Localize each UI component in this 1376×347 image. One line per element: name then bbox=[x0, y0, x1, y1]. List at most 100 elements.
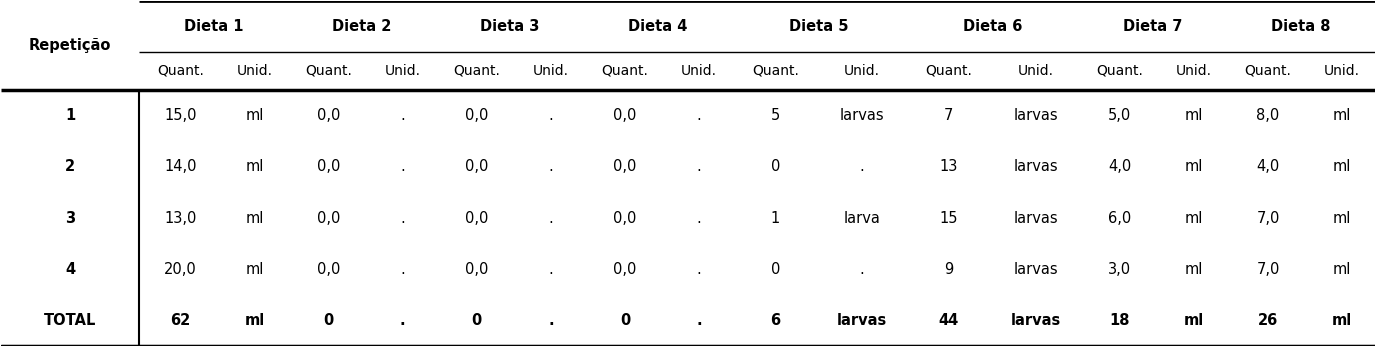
Text: 3: 3 bbox=[65, 211, 76, 226]
Text: 0,0: 0,0 bbox=[465, 262, 488, 277]
Text: Unid.: Unid. bbox=[533, 64, 568, 78]
Text: .: . bbox=[400, 159, 405, 175]
Text: 26: 26 bbox=[1258, 313, 1278, 328]
Text: larvas: larvas bbox=[1010, 313, 1061, 328]
Text: 0,0: 0,0 bbox=[316, 108, 340, 123]
Text: Unid.: Unid. bbox=[385, 64, 421, 78]
Text: 0,0: 0,0 bbox=[614, 159, 637, 175]
Text: .: . bbox=[400, 262, 405, 277]
Text: ml: ml bbox=[1332, 313, 1353, 328]
Text: 15,0: 15,0 bbox=[164, 108, 197, 123]
Text: 0,0: 0,0 bbox=[316, 159, 340, 175]
Text: .: . bbox=[548, 313, 553, 328]
Text: Quant.: Quant. bbox=[601, 64, 648, 78]
Text: ml: ml bbox=[1333, 211, 1351, 226]
Text: Quant.: Quant. bbox=[926, 64, 973, 78]
Text: .: . bbox=[549, 159, 553, 175]
Text: 7: 7 bbox=[944, 108, 954, 123]
Text: 13,0: 13,0 bbox=[164, 211, 197, 226]
Text: larva: larva bbox=[843, 211, 881, 226]
Text: Unid.: Unid. bbox=[1018, 64, 1054, 78]
Text: 0,0: 0,0 bbox=[614, 108, 637, 123]
Text: .: . bbox=[860, 262, 864, 277]
Text: 2: 2 bbox=[65, 159, 76, 175]
Text: larvas: larvas bbox=[1013, 262, 1058, 277]
Text: TOTAL: TOTAL bbox=[44, 313, 96, 328]
Text: ml: ml bbox=[1333, 108, 1351, 123]
Text: ml: ml bbox=[245, 159, 264, 175]
Text: 14,0: 14,0 bbox=[164, 159, 197, 175]
Text: ml: ml bbox=[245, 262, 264, 277]
Text: 4,0: 4,0 bbox=[1108, 159, 1131, 175]
Text: 44: 44 bbox=[938, 313, 959, 328]
Text: ml: ml bbox=[1333, 262, 1351, 277]
Text: larvas: larvas bbox=[1013, 211, 1058, 226]
Text: 8,0: 8,0 bbox=[1256, 108, 1280, 123]
Text: 0,0: 0,0 bbox=[465, 108, 488, 123]
Text: .: . bbox=[549, 211, 553, 226]
Text: 3,0: 3,0 bbox=[1109, 262, 1131, 277]
Text: 0,0: 0,0 bbox=[316, 211, 340, 226]
Text: Unid.: Unid. bbox=[681, 64, 717, 78]
Text: Quant.: Quant. bbox=[753, 64, 799, 78]
Text: 0,0: 0,0 bbox=[465, 159, 488, 175]
Text: 7,0: 7,0 bbox=[1256, 211, 1280, 226]
Text: .: . bbox=[400, 108, 405, 123]
Text: 1: 1 bbox=[771, 211, 780, 226]
Text: larvas: larvas bbox=[839, 108, 885, 123]
Text: .: . bbox=[400, 211, 405, 226]
Text: ml: ml bbox=[1185, 159, 1203, 175]
Text: Unid.: Unid. bbox=[845, 64, 881, 78]
Text: larvas: larvas bbox=[837, 313, 888, 328]
Text: 0: 0 bbox=[771, 159, 780, 175]
Text: Dieta 3: Dieta 3 bbox=[480, 19, 539, 34]
Text: Quant.: Quant. bbox=[305, 64, 352, 78]
Text: Dieta 6: Dieta 6 bbox=[963, 19, 1022, 34]
Text: .: . bbox=[549, 262, 553, 277]
Text: Quant.: Quant. bbox=[453, 64, 501, 78]
Text: 0: 0 bbox=[619, 313, 630, 328]
Text: larvas: larvas bbox=[1013, 159, 1058, 175]
Text: 0,0: 0,0 bbox=[614, 262, 637, 277]
Text: 6,0: 6,0 bbox=[1108, 211, 1131, 226]
Text: ml: ml bbox=[1185, 262, 1203, 277]
Text: 62: 62 bbox=[171, 313, 190, 328]
Text: Dieta 4: Dieta 4 bbox=[629, 19, 688, 34]
Text: ml: ml bbox=[1185, 108, 1203, 123]
Text: ml: ml bbox=[245, 211, 264, 226]
Text: ml: ml bbox=[245, 313, 264, 328]
Text: .: . bbox=[696, 159, 702, 175]
Text: .: . bbox=[696, 211, 702, 226]
Text: larvas: larvas bbox=[1013, 108, 1058, 123]
Text: Unid.: Unid. bbox=[1324, 64, 1361, 78]
Text: 0,0: 0,0 bbox=[316, 262, 340, 277]
Text: 20,0: 20,0 bbox=[164, 262, 197, 277]
Text: ml: ml bbox=[1185, 211, 1203, 226]
Text: Quant.: Quant. bbox=[1245, 64, 1292, 78]
Text: Dieta 2: Dieta 2 bbox=[332, 19, 391, 34]
Text: .: . bbox=[549, 108, 553, 123]
Text: Unid.: Unid. bbox=[237, 64, 272, 78]
Text: 15: 15 bbox=[940, 211, 958, 226]
Text: .: . bbox=[860, 159, 864, 175]
Text: Dieta 7: Dieta 7 bbox=[1123, 19, 1183, 34]
Text: Repetição: Repetição bbox=[29, 38, 111, 53]
Text: 4,0: 4,0 bbox=[1256, 159, 1280, 175]
Text: Unid.: Unid. bbox=[1176, 64, 1212, 78]
Text: 1: 1 bbox=[65, 108, 76, 123]
Text: 6: 6 bbox=[771, 313, 780, 328]
Text: 18: 18 bbox=[1109, 313, 1130, 328]
Text: 0,0: 0,0 bbox=[465, 211, 488, 226]
Text: Dieta 8: Dieta 8 bbox=[1271, 19, 1331, 34]
Text: Quant.: Quant. bbox=[1097, 64, 1143, 78]
Text: .: . bbox=[696, 313, 702, 328]
Text: 0: 0 bbox=[472, 313, 482, 328]
Text: 5,0: 5,0 bbox=[1108, 108, 1131, 123]
Text: 0: 0 bbox=[323, 313, 334, 328]
Text: 9: 9 bbox=[944, 262, 954, 277]
Text: ml: ml bbox=[245, 108, 264, 123]
Text: 5: 5 bbox=[771, 108, 780, 123]
Text: 0,0: 0,0 bbox=[614, 211, 637, 226]
Text: Quant.: Quant. bbox=[157, 64, 204, 78]
Text: ml: ml bbox=[1183, 313, 1204, 328]
